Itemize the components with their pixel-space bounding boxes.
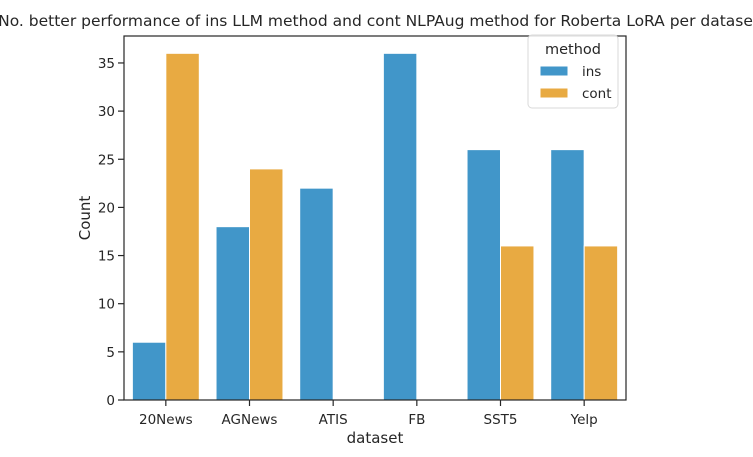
y-tick-label: 35	[98, 56, 115, 72]
x-tick-label: SST5	[484, 412, 518, 428]
x-tick-label: ATIS	[319, 412, 348, 428]
bar-cont-agnews	[249, 168, 284, 401]
bars-group	[131, 52, 619, 401]
plot-area	[123, 35, 627, 401]
y-tick-label: 10	[98, 297, 115, 313]
y-axis: 0 5 10 15 20 25 30 35	[98, 56, 124, 409]
bar-ins-yelp	[550, 149, 585, 401]
legend-title: method	[545, 42, 601, 58]
bar-ins-fb	[382, 52, 418, 401]
legend-label-ins: ins	[582, 64, 601, 80]
y-axis-label: Count	[76, 196, 94, 241]
x-tick-label: Yelp	[570, 412, 598, 428]
x-tick-label: 20News	[139, 412, 193, 428]
x-axis: 20News AGNews ATIS FB SST5 Yelp	[139, 400, 598, 428]
legend: method ins cont	[527, 34, 619, 109]
bar-cont-20news	[165, 52, 200, 401]
legend-label-cont: cont	[582, 86, 612, 102]
legend-items: ins cont	[539, 64, 612, 102]
y-tick-label: 0	[106, 393, 115, 409]
x-tick-label: FB	[408, 412, 425, 428]
y-tick-label: 20	[98, 200, 115, 216]
bar-cont-yelp	[583, 245, 619, 401]
bar-ins-sst5	[466, 149, 501, 401]
x-tick-label: AGNews	[222, 412, 278, 428]
y-tick-label: 25	[98, 152, 115, 168]
y-tick-label: 30	[98, 104, 115, 120]
y-tick-label: 15	[98, 249, 115, 265]
legend-swatch-cont	[539, 87, 569, 99]
bar-ins-20news	[131, 341, 167, 401]
x-axis-label: dataset	[347, 429, 404, 447]
chart-title: No. better performance of ins LLM method…	[0, 12, 753, 30]
bar-ins-agnews	[215, 226, 250, 401]
y-tick-label: 5	[106, 345, 115, 361]
plot-frame	[123, 35, 627, 401]
bar-ins-atis	[299, 187, 334, 401]
bar-cont-sst5	[500, 245, 535, 401]
legend-swatch-ins	[539, 65, 569, 77]
